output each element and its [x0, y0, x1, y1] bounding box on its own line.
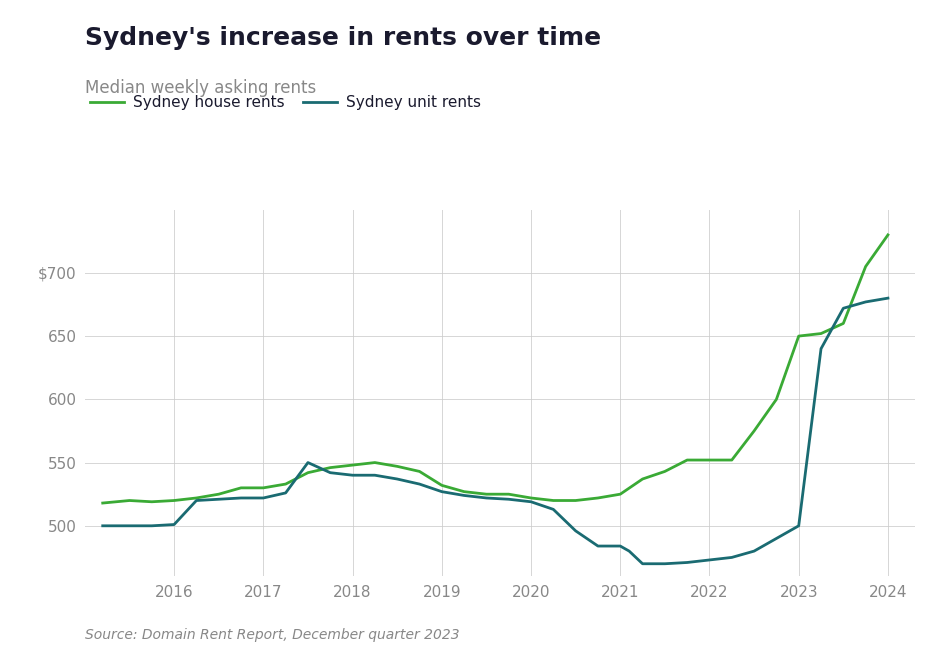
Sydney unit rents: [236, 494, 247, 502]
Sydney unit rents: [793, 522, 804, 530]
Sydney house rents: [146, 498, 157, 506]
Sydney house rents: [570, 496, 581, 504]
Sydney unit rents: [190, 496, 202, 504]
Sydney house rents: [793, 332, 804, 340]
Sydney unit rents: [837, 305, 849, 312]
Sydney unit rents: [280, 489, 291, 497]
Sydney house rents: [347, 461, 358, 469]
Sydney house rents: [436, 481, 447, 489]
Sydney unit rents: [726, 553, 737, 561]
Line: Sydney unit rents: Sydney unit rents: [103, 298, 888, 564]
Sydney unit rents: [436, 488, 447, 496]
Sydney unit rents: [458, 491, 470, 499]
Sydney unit rents: [503, 495, 514, 503]
Sydney unit rents: [548, 506, 559, 514]
Sydney unit rents: [637, 560, 648, 568]
Sydney unit rents: [303, 458, 314, 466]
Sydney unit rents: [682, 559, 693, 567]
Sydney house rents: [236, 484, 247, 492]
Sydney house rents: [592, 494, 604, 502]
Sydney unit rents: [257, 494, 269, 502]
Sydney house rents: [370, 458, 381, 466]
Sydney house rents: [97, 499, 108, 507]
Sydney house rents: [883, 231, 894, 239]
Sydney unit rents: [816, 345, 827, 352]
Sydney unit rents: [370, 472, 381, 479]
Sydney house rents: [860, 263, 871, 271]
Sydney house rents: [414, 468, 425, 476]
Sydney unit rents: [659, 560, 670, 568]
Sydney unit rents: [169, 521, 180, 529]
Sydney house rents: [124, 496, 135, 504]
Sydney house rents: [324, 464, 336, 472]
Sydney unit rents: [97, 522, 108, 530]
Sydney house rents: [280, 480, 291, 488]
Sydney unit rents: [615, 542, 626, 550]
Sydney house rents: [726, 456, 737, 464]
Sydney unit rents: [124, 522, 135, 530]
Line: Sydney house rents: Sydney house rents: [103, 235, 888, 503]
Sydney unit rents: [213, 495, 224, 503]
Sydney house rents: [637, 475, 648, 483]
Sydney house rents: [615, 490, 626, 498]
Sydney unit rents: [770, 534, 782, 542]
Sydney house rents: [503, 490, 514, 498]
Sydney unit rents: [623, 547, 635, 555]
Sydney unit rents: [481, 494, 492, 502]
Sydney house rents: [682, 456, 693, 464]
Sydney house rents: [837, 320, 849, 328]
Sydney house rents: [213, 490, 224, 498]
Sydney house rents: [391, 462, 403, 470]
Text: Source: Domain Rent Report, December quarter 2023: Source: Domain Rent Report, December qua…: [85, 628, 459, 642]
Sydney house rents: [190, 494, 202, 502]
Sydney unit rents: [592, 542, 604, 550]
Sydney house rents: [169, 496, 180, 504]
Sydney house rents: [749, 427, 760, 435]
Sydney unit rents: [570, 527, 581, 534]
Sydney unit rents: [703, 556, 715, 564]
Sydney unit rents: [414, 480, 425, 488]
Sydney house rents: [257, 484, 269, 492]
Sydney unit rents: [146, 522, 157, 530]
Sydney unit rents: [347, 472, 358, 479]
Text: Median weekly asking rents: Median weekly asking rents: [85, 79, 316, 96]
Sydney house rents: [481, 490, 492, 498]
Sydney unit rents: [391, 475, 403, 483]
Sydney unit rents: [324, 469, 336, 477]
Sydney house rents: [816, 329, 827, 337]
Sydney house rents: [548, 496, 559, 504]
Sydney unit rents: [749, 547, 760, 555]
Sydney house rents: [525, 494, 537, 502]
Sydney house rents: [458, 488, 470, 496]
Sydney unit rents: [883, 294, 894, 302]
Text: Sydney's increase in rents over time: Sydney's increase in rents over time: [85, 26, 601, 50]
Sydney house rents: [703, 456, 715, 464]
Legend: Sydney house rents, Sydney unit rents: Sydney house rents, Sydney unit rents: [84, 89, 487, 116]
Sydney unit rents: [525, 498, 537, 506]
Sydney house rents: [659, 468, 670, 476]
Sydney unit rents: [860, 298, 871, 306]
Sydney house rents: [303, 469, 314, 477]
Sydney house rents: [770, 396, 782, 403]
